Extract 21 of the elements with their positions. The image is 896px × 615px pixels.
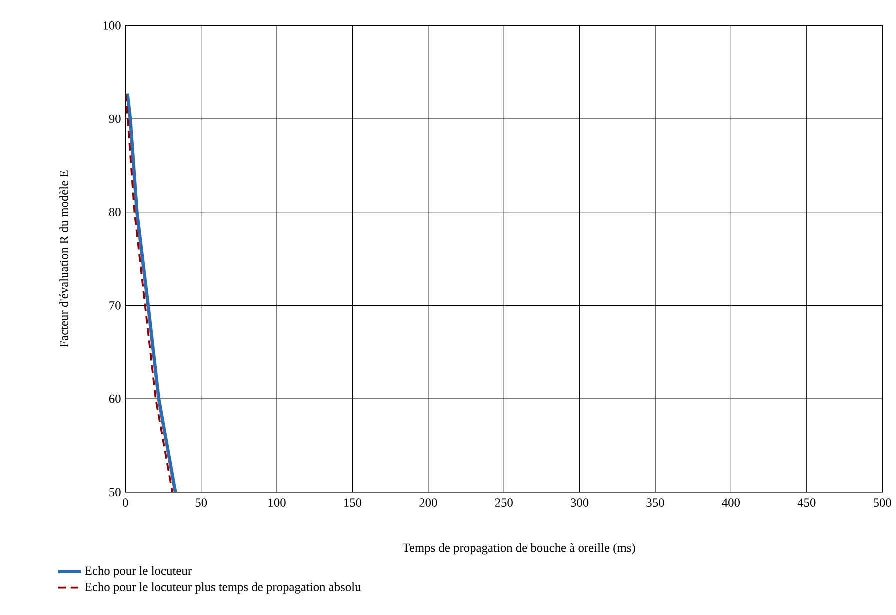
x-tick-label: 50 xyxy=(196,498,208,508)
legend-label: Echo pour le locuteur xyxy=(85,566,192,578)
x-tick-label: 250 xyxy=(495,498,513,508)
x-tick-label: 0 xyxy=(123,498,128,508)
x-tick-label: 100 xyxy=(268,498,286,508)
x-tick-label: 350 xyxy=(646,498,664,508)
x-tick-label: 300 xyxy=(571,498,589,508)
x-tick-label: 400 xyxy=(722,498,740,508)
y-tick-label: 90 xyxy=(109,114,121,124)
x-axis-title: Temps de propagation de bouche à oreille (ms) xyxy=(402,544,636,555)
y-tick-label: 50 xyxy=(110,488,121,497)
y-tick-label: 100 xyxy=(104,22,121,30)
x-tick-label: 450 xyxy=(798,498,816,508)
y-tick-label: 70 xyxy=(110,302,121,310)
y-tick-label: 80 xyxy=(109,208,121,217)
legend-label: Echo pour le locuteur plus temps de propagation absolu xyxy=(85,582,362,594)
y-tick-label: 60 xyxy=(109,395,121,404)
y-axis-title: Facteur d'évaluation R du modèle E xyxy=(60,170,68,348)
x-tick-label: 150 xyxy=(344,498,362,508)
x-tick-label: 200 xyxy=(420,498,438,508)
x-tick-label: 500 xyxy=(874,498,892,508)
